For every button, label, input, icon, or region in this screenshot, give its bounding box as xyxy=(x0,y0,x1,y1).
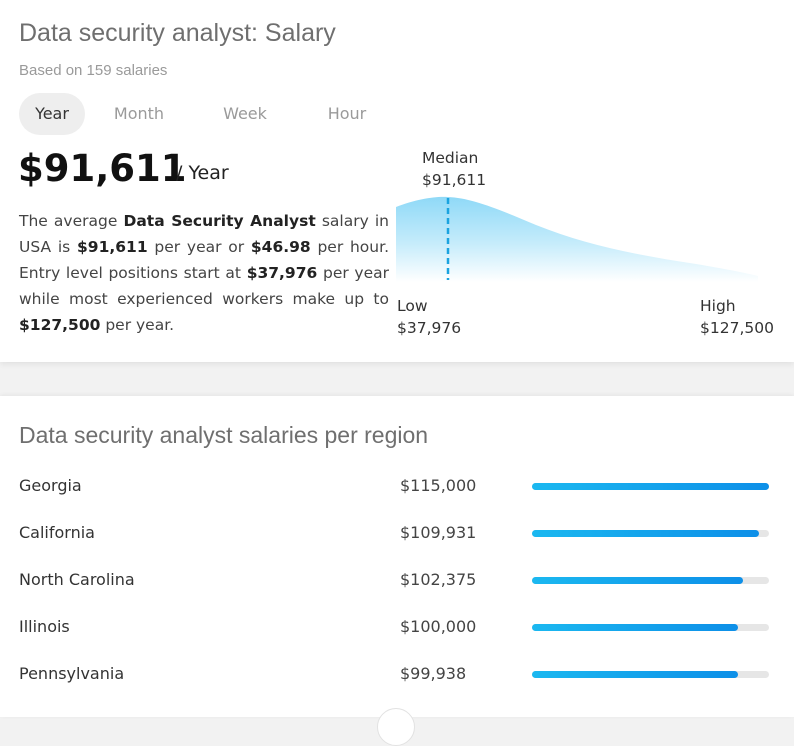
period-tabs: Year Month Week Hour xyxy=(19,93,395,135)
tab-week[interactable]: Week xyxy=(223,104,267,123)
region-name: Georgia xyxy=(19,476,82,495)
tab-year[interactable]: Year xyxy=(19,93,85,135)
desc-text: per year while most experienced workers … xyxy=(19,264,389,308)
region-name: Illinois xyxy=(19,617,70,636)
desc-text: salary in USA is xyxy=(19,212,389,256)
regions-card xyxy=(0,396,794,717)
region-row: North Carolina $102,375 xyxy=(0,565,794,595)
regions-title: Data security analyst salaries per regio… xyxy=(19,422,429,448)
region-row: California $109,931 xyxy=(0,518,794,548)
region-row: Georgia $115,000 xyxy=(0,471,794,501)
region-row: Pennsylvania $99,938 xyxy=(0,659,794,689)
desc-text: per year or xyxy=(147,238,251,256)
salary-distribution-curve xyxy=(396,196,758,282)
region-name: California xyxy=(19,523,95,542)
region-bar-fill xyxy=(532,624,739,631)
salary-period-label: / Year xyxy=(176,162,229,184)
tab-hour[interactable]: Hour xyxy=(327,104,367,123)
region-salary: $115,000 xyxy=(400,476,477,495)
region-name: Pennsylvania xyxy=(19,664,125,683)
desc-yearly-salary: $91,611 xyxy=(77,238,148,256)
region-bar-track xyxy=(532,624,769,631)
desc-text: The average xyxy=(19,212,124,230)
distribution-area xyxy=(396,196,758,282)
region-bar-track xyxy=(532,530,769,537)
region-bar-fill xyxy=(532,577,743,584)
high-value: $127,500 xyxy=(700,319,774,337)
high-label: High xyxy=(700,297,736,315)
region-row: Illinois $100,000 xyxy=(0,612,794,642)
region-bar-fill xyxy=(532,671,738,678)
salary-description: The average Data Security Analyst salary… xyxy=(19,208,389,338)
median-label: Median xyxy=(422,149,479,167)
desc-text: per year. xyxy=(100,316,175,334)
average-salary-amount: $91,611 xyxy=(18,147,187,190)
desc-top-salary: $127,500 xyxy=(19,316,101,334)
desc-job-title: Data Security Analyst xyxy=(123,212,316,230)
desc-text: per hour. Entry level positions start at xyxy=(19,238,389,282)
region-bar-fill xyxy=(532,483,769,490)
page-title: Data security analyst: Salary xyxy=(19,19,336,47)
median-value: $91,611 xyxy=(422,171,487,189)
region-bar-track xyxy=(532,577,769,584)
salary-summary-card xyxy=(0,0,794,362)
region-salary: $100,000 xyxy=(400,617,477,636)
show-more-button[interactable] xyxy=(377,708,415,746)
region-bar-track xyxy=(532,671,769,678)
region-name: North Carolina xyxy=(19,570,135,589)
low-value: $37,976 xyxy=(397,319,462,337)
desc-entry-salary: $37,976 xyxy=(246,264,318,282)
region-bar-fill xyxy=(532,530,759,537)
low-label: Low xyxy=(397,297,428,315)
tab-month[interactable]: Month xyxy=(113,104,165,123)
salary-count-subtitle: Based on 159 salaries xyxy=(19,62,168,79)
region-bar-track xyxy=(532,483,769,490)
desc-hourly-salary: $46.98 xyxy=(250,238,311,256)
region-salary: $109,931 xyxy=(400,523,477,542)
region-salary: $102,375 xyxy=(400,570,477,589)
region-salary: $99,938 xyxy=(400,664,467,683)
